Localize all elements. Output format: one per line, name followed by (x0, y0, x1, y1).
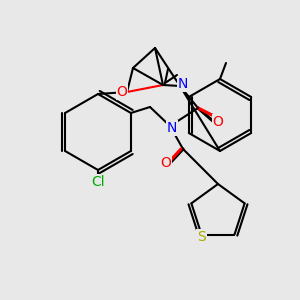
Text: S: S (197, 230, 206, 244)
Text: O: O (160, 156, 171, 170)
Text: O: O (213, 115, 224, 129)
Text: N: N (178, 77, 188, 91)
Text: Cl: Cl (91, 175, 105, 189)
Text: O: O (117, 85, 128, 99)
Text: N: N (167, 121, 177, 135)
